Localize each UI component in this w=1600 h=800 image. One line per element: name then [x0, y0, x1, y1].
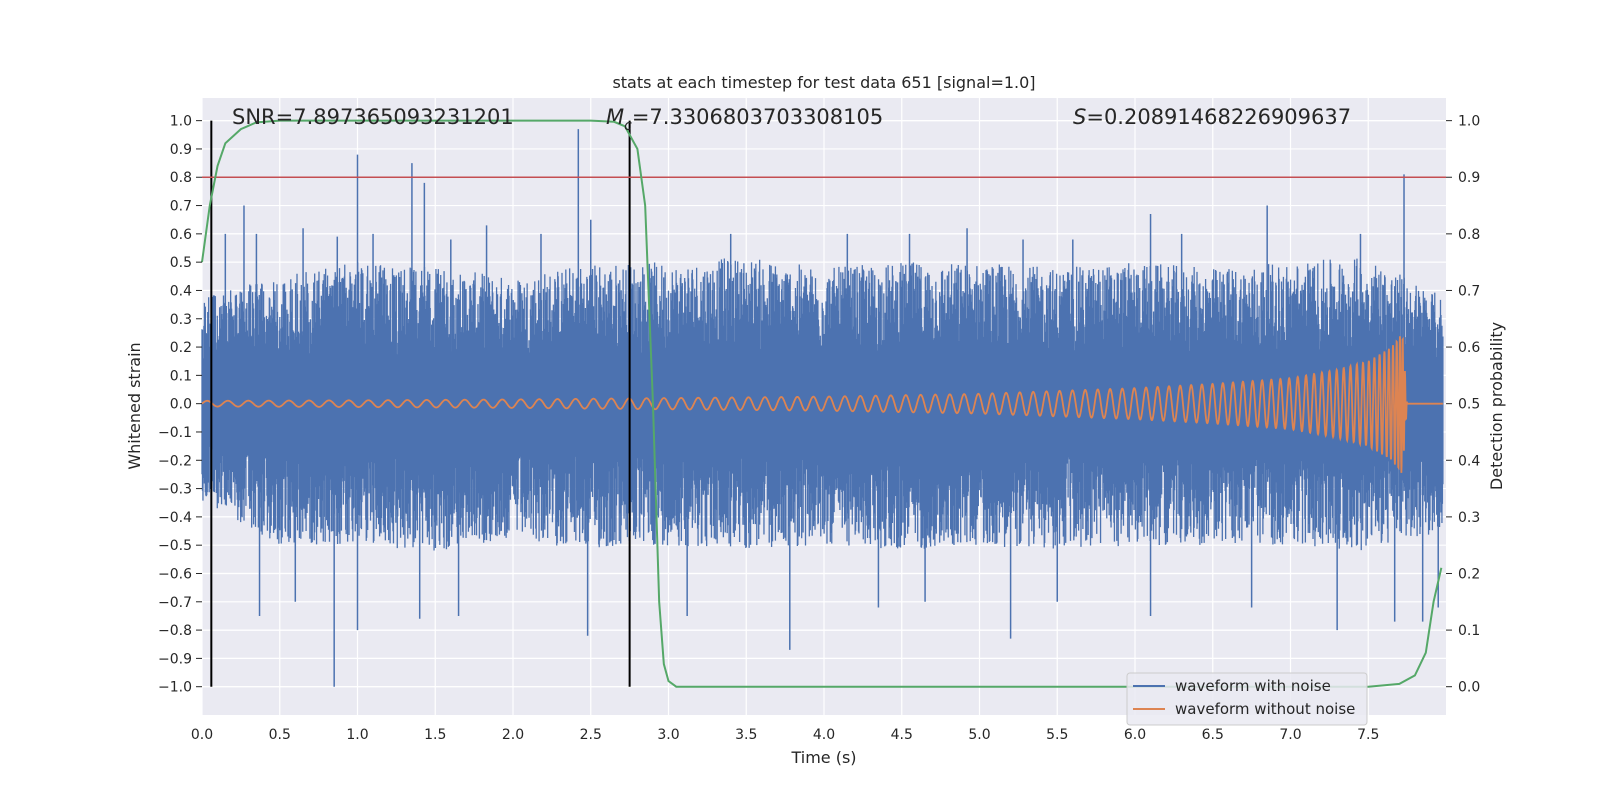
x-tick-label: 5.5 — [1046, 727, 1068, 743]
legend-label-clean: waveform without noise — [1175, 700, 1355, 718]
snr-annotation: SNR=7.897365093231201 — [232, 105, 514, 129]
x-tick-label: 5.0 — [968, 727, 990, 743]
y-axis-label: Whitened strain — [125, 342, 144, 469]
y-tick-label: −0.2 — [158, 453, 192, 469]
y-axis-ticks: 1.0 0.9 0.8 0.7 0.6 0.5 0.4 0.3 0.2 0.1 0.0 −0.1 −0.… — [158, 114, 202, 696]
x-tick-label: 6.0 — [1124, 727, 1146, 743]
x-tick-label: 2.0 — [502, 727, 524, 743]
chirp-mass-subscript: c — [624, 118, 632, 134]
y2-tick-label: 0.2 — [1458, 566, 1480, 582]
waveform-without-noise-series — [201, 336, 1443, 473]
x-tick-label: 3.5 — [735, 727, 757, 743]
detection-probability-path — [201, 119, 1443, 688]
y2-axis-ticks: 1.0 0.9 0.8 0.7 0.6 0.5 0.4 0.3 0.2 0.1 0.0 — [1446, 114, 1480, 696]
noise-waveform-path — [201, 258, 1444, 551]
y2-axis-label: Detection probability — [1487, 322, 1506, 490]
x-tick-label: 1.5 — [424, 727, 446, 743]
y2-tick-label: 1.0 — [1458, 114, 1480, 130]
waveform-with-noise-series — [201, 129, 1444, 687]
y-tick-label: 0.3 — [170, 312, 192, 328]
x-tick-label: 4.5 — [891, 727, 913, 743]
y2-tick-label: 0.7 — [1458, 283, 1480, 299]
y-tick-label: 1.0 — [170, 114, 192, 130]
x-tick-label: 2.5 — [580, 727, 602, 743]
legend-label-noise: waveform with noise — [1175, 677, 1331, 695]
vertical-markers — [210, 120, 631, 687]
y-tick-label: 0.0 — [170, 397, 192, 413]
x-tick-label: 1.0 — [346, 727, 368, 743]
y2-tick-label: 0.6 — [1458, 340, 1480, 356]
s-value: =0.20891468226909637 — [1086, 105, 1351, 129]
chirp-mass-value: =7.3306803703308105 — [632, 105, 883, 129]
y-tick-label: −0.7 — [158, 595, 192, 611]
chirp-mass-annotation: Mc=7.3306803703308105 — [606, 105, 883, 134]
y2-tick-label: 0.8 — [1458, 227, 1480, 243]
y-tick-label: 0.4 — [170, 283, 192, 299]
y-tick-label: 0.1 — [170, 368, 192, 384]
x-tick-label: 0.5 — [269, 727, 291, 743]
x-axis-label: Time (s) — [790, 748, 856, 767]
y-tick-label: −0.8 — [158, 623, 192, 639]
y2-tick-label: 0.9 — [1458, 170, 1480, 186]
y2-tick-label: 0.0 — [1458, 680, 1480, 696]
legend: waveform with noise waveform without noi… — [1126, 672, 1368, 726]
detection-probability-series — [201, 119, 1443, 688]
y2-tick-label: 0.3 — [1458, 510, 1480, 526]
y-tick-label: −0.5 — [158, 538, 192, 554]
y-tick-label: 0.9 — [170, 142, 192, 158]
chart-title: stats at each timestep for test data 651… — [612, 73, 1035, 92]
x-axis-ticks: 0.0 0.5 1.0 1.5 2.0 2.5 3.0 3.5 4.0 4.5 5.0 5.5 6.0 6… — [191, 727, 1380, 743]
s-annotation: S=0.20891468226909637 — [1073, 105, 1351, 129]
x-tick-label: 7.5 — [1357, 727, 1379, 743]
y-tick-label: 0.8 — [170, 170, 192, 186]
y-tick-label: 0.7 — [170, 199, 192, 215]
x-tick-label: 4.0 — [813, 727, 835, 743]
x-tick-label: 3.0 — [657, 727, 679, 743]
y-tick-label: −0.6 — [158, 566, 192, 582]
clean-waveform-path — [201, 336, 1443, 473]
y-tick-label: −0.1 — [158, 425, 192, 441]
y-tick-label: −0.9 — [158, 651, 192, 667]
y-tick-label: −0.4 — [158, 510, 192, 526]
x-tick-label: 6.5 — [1202, 727, 1224, 743]
y2-tick-label: 0.1 — [1458, 623, 1480, 639]
chirp-mass-symbol: M — [606, 105, 624, 129]
y2-tick-label: 0.5 — [1458, 397, 1480, 413]
x-tick-label: 0.0 — [191, 727, 213, 743]
y-tick-label: 0.6 — [170, 227, 192, 243]
y-tick-label: −0.3 — [158, 482, 192, 498]
s-symbol: S — [1073, 105, 1086, 129]
y-tick-label: 0.5 — [170, 255, 192, 271]
legend-box — [1126, 672, 1368, 726]
y-tick-label: −1.0 — [158, 680, 192, 696]
y2-tick-label: 0.4 — [1458, 453, 1480, 469]
x-tick-label: 7.0 — [1279, 727, 1301, 743]
y-tick-label: 0.2 — [170, 340, 192, 356]
